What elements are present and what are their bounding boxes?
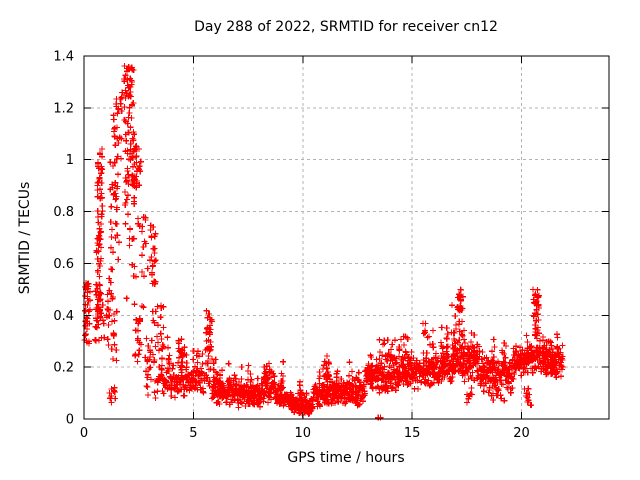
tick-labels: 0 5 10 15 20 0 0.2 0.4 0.6 0.8 1 1.2 1.4 [53,50,529,442]
x-tick-label: 10 [295,426,312,441]
x-tick-label: 0 [80,426,88,441]
y-tick-label: 1.2 [53,101,74,116]
y-tick-label: 0.2 [53,361,74,376]
chart-title: Day 288 of 2022, SRMTID for receiver cn1… [194,19,498,35]
x-axis-label: GPS time / hours [287,450,404,466]
y-tick-label: 1.4 [53,50,74,65]
plot-border [83,55,610,420]
y-axis-label: SRMTID / TECUs [17,182,33,295]
x-tick-label: 15 [404,426,421,441]
y-tick-label: 0 [66,413,74,428]
x-tick-label: 5 [189,426,197,441]
x-tick-label: 20 [513,426,530,441]
y-tick-label: 0.6 [53,257,74,272]
y-tick-label: 0.8 [53,205,74,220]
y-tick-label: 0.4 [53,309,74,324]
y-tick-label: 1 [66,153,74,168]
